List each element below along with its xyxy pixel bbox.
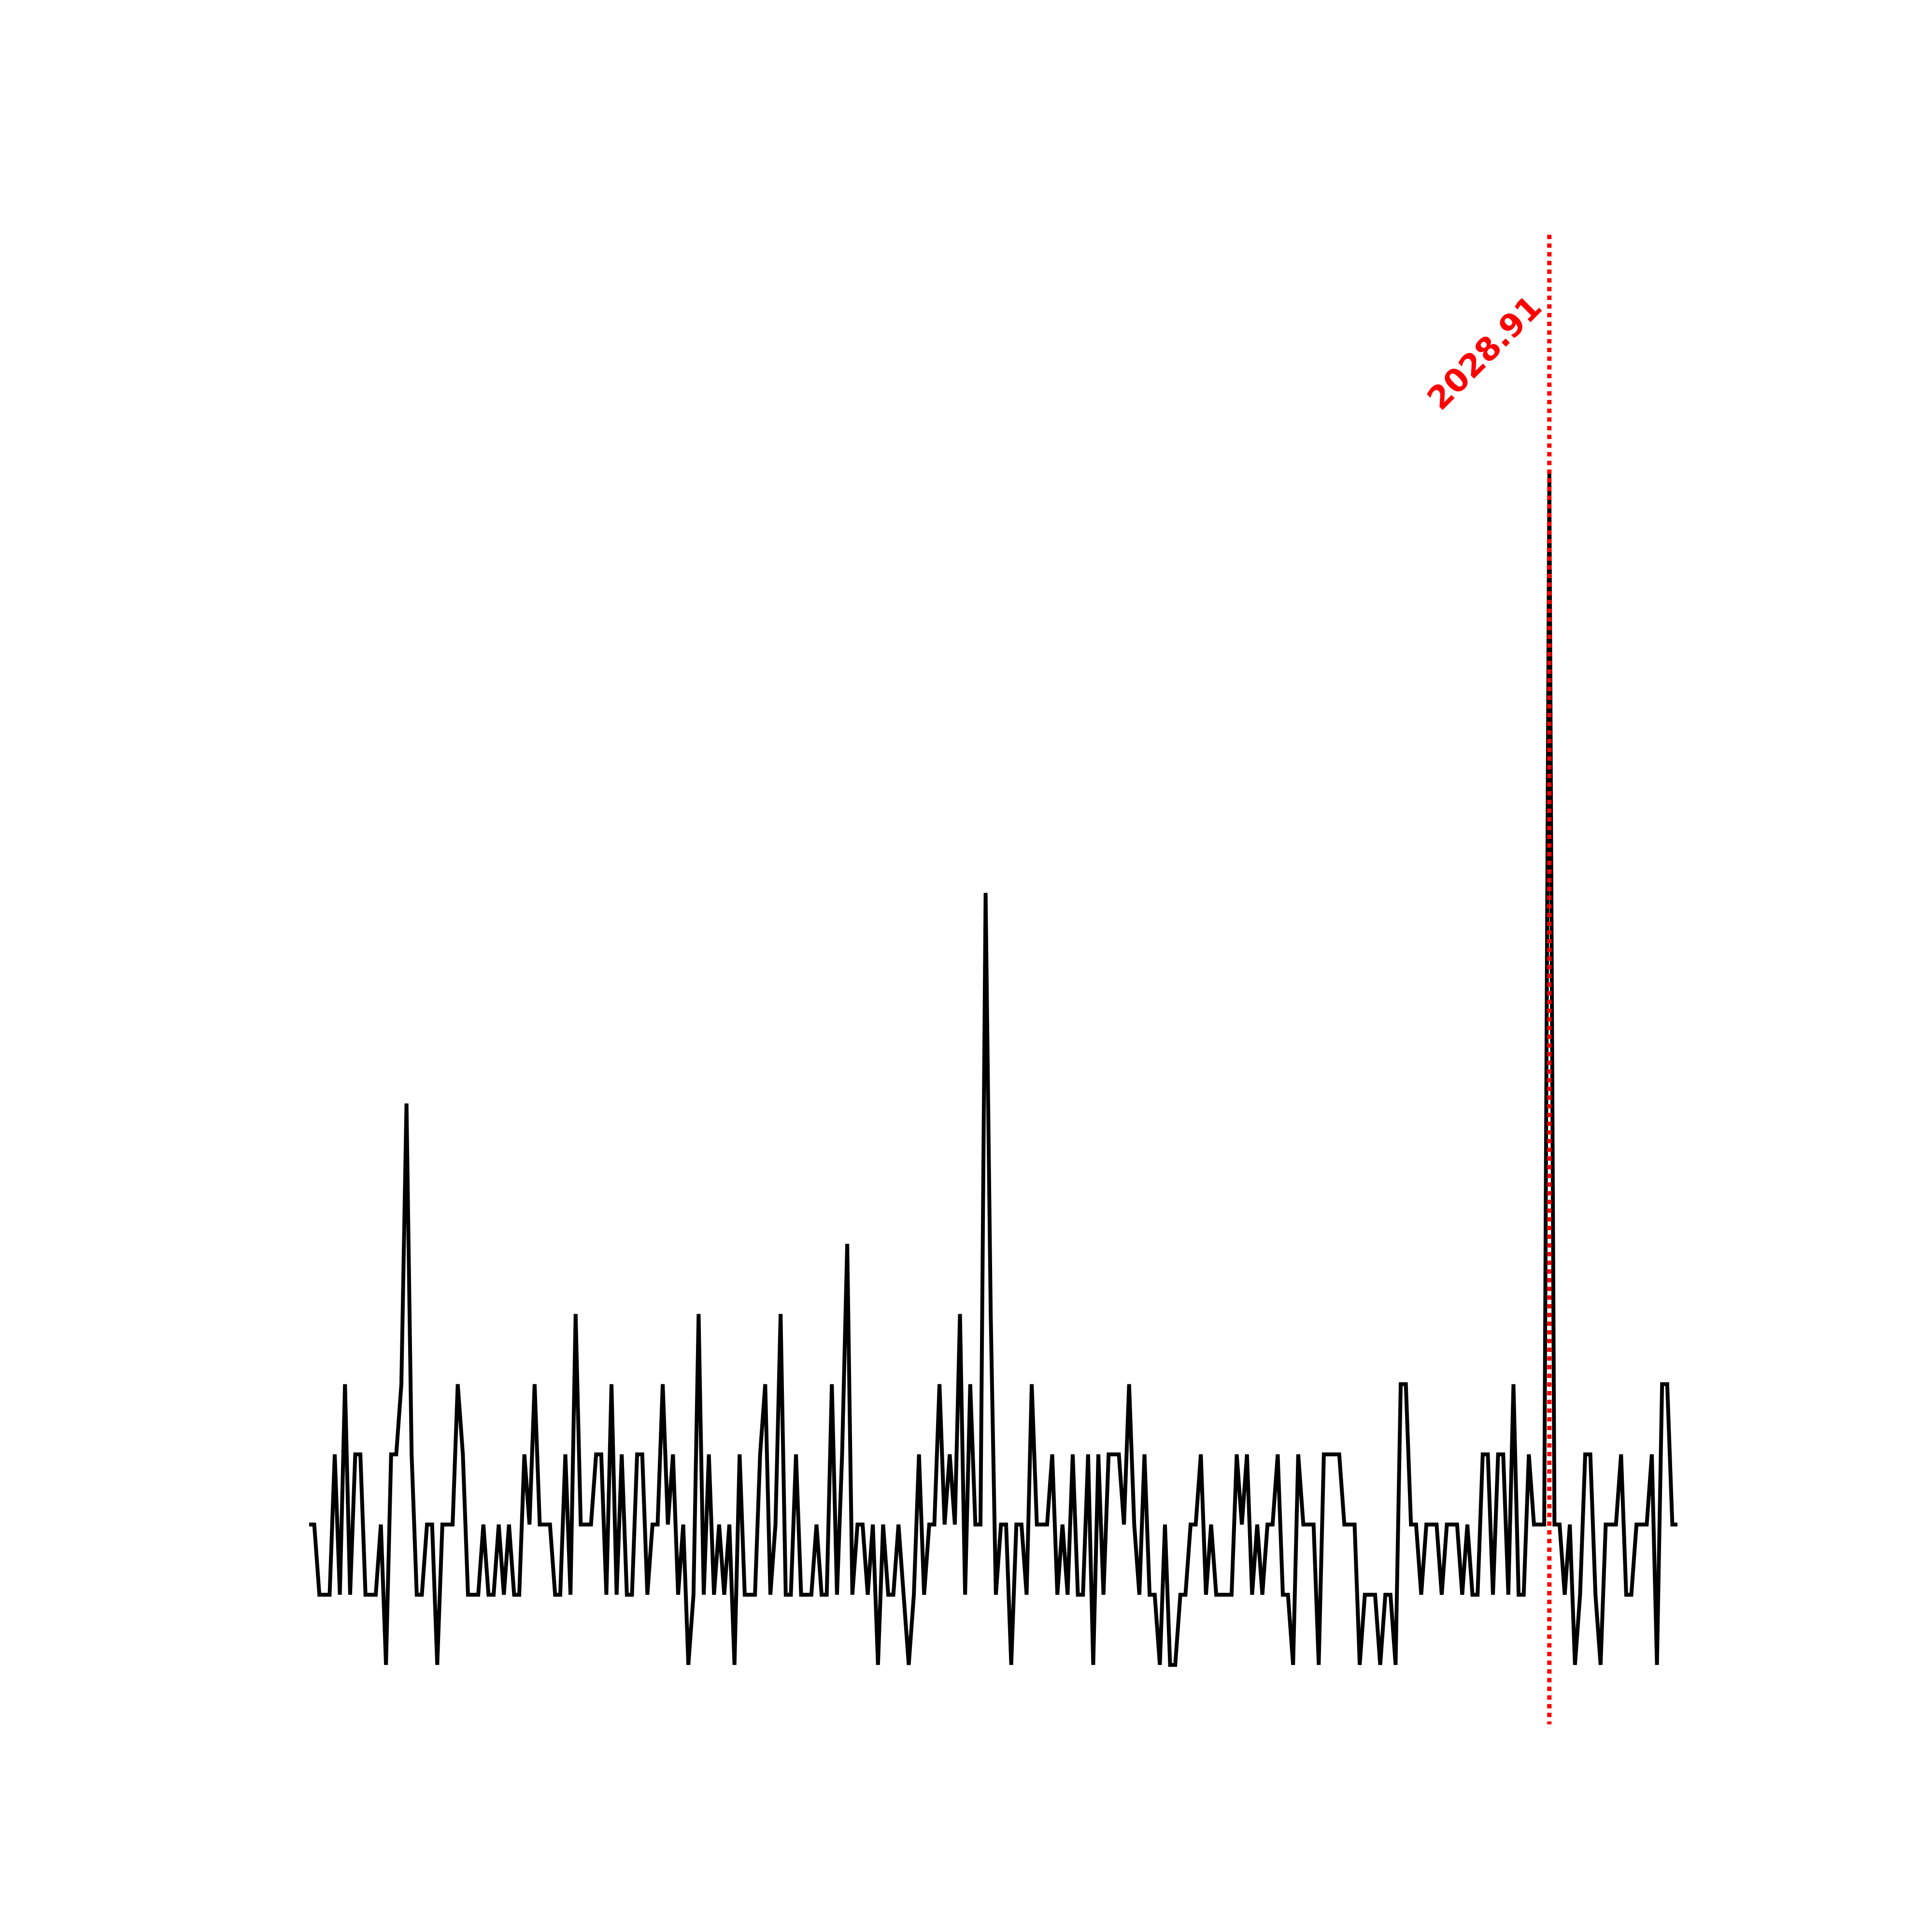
spectrum-line (309, 471, 1677, 1667)
